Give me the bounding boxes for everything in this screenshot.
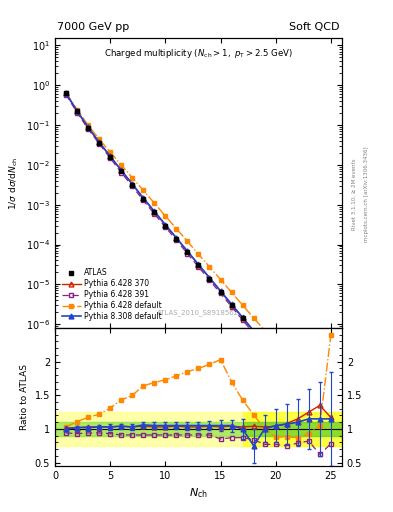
- Bar: [55, 412, 342, 446]
- Y-axis label: $1/\sigma\ \mathrm{d}\sigma/\mathrm{d}N_\mathrm{ch}$: $1/\sigma\ \mathrm{d}\sigma/\mathrm{d}N_…: [8, 157, 20, 210]
- Bar: [55, 422, 342, 436]
- Text: Charged multiplicity ($N_\mathrm{ch} > 1,\ p_\mathrm{T} > 2.5$ GeV): Charged multiplicity ($N_\mathrm{ch} > 1…: [104, 47, 293, 60]
- Text: Soft QCD: Soft QCD: [290, 22, 340, 32]
- Text: 7000 GeV pp: 7000 GeV pp: [57, 22, 129, 32]
- Legend: ATLAS, Pythia 6.428 370, Pythia 6.428 391, Pythia 6.428 default, Pythia 8.308 de: ATLAS, Pythia 6.428 370, Pythia 6.428 39…: [59, 265, 165, 324]
- Bar: [55, 422, 342, 436]
- Text: ATLAS_2010_S8918562: ATLAS_2010_S8918562: [158, 310, 239, 316]
- Text: Rivet 3.1.10, ≥ 2M events: Rivet 3.1.10, ≥ 2M events: [352, 159, 357, 230]
- Text: mcplots.cern.ch [arXiv:1306.3436]: mcplots.cern.ch [arXiv:1306.3436]: [364, 147, 369, 242]
- X-axis label: $N_\mathrm{ch}$: $N_\mathrm{ch}$: [189, 486, 208, 500]
- Y-axis label: Ratio to ATLAS: Ratio to ATLAS: [20, 364, 29, 430]
